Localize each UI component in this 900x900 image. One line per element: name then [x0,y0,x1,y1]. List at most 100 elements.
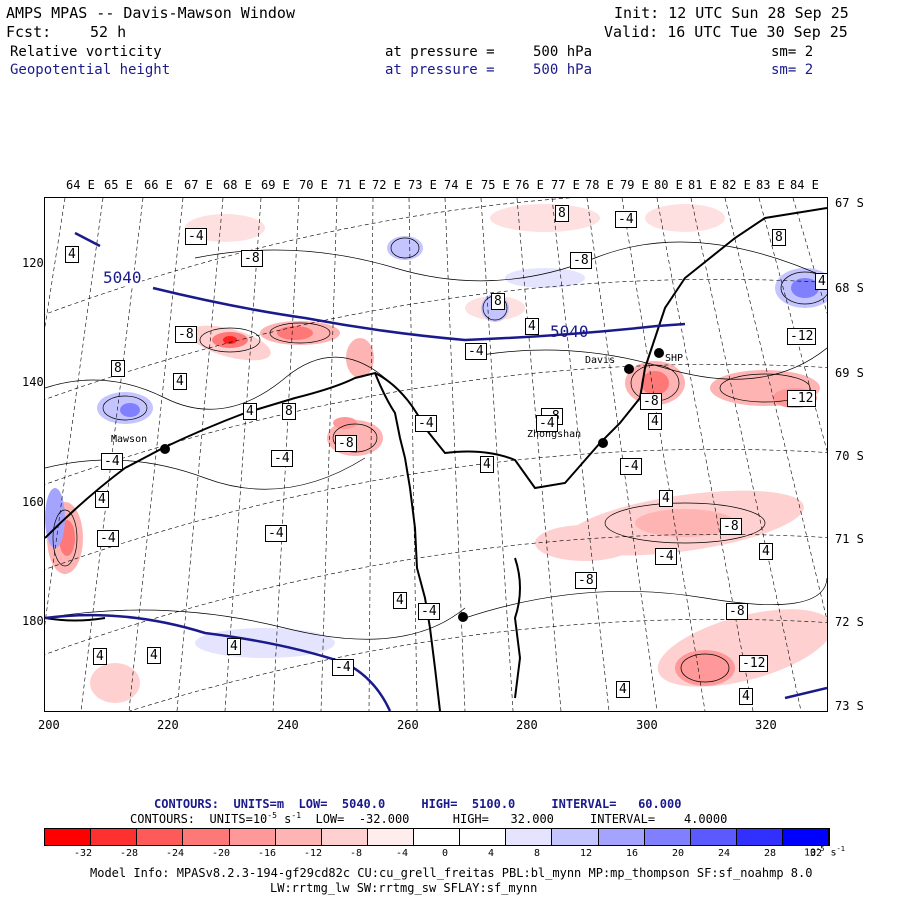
lat-label: 73 S [835,699,864,713]
station-marker-shp [654,348,664,358]
lon-label: 66 E [144,178,173,192]
legend-vort-label: CONTOURS: [130,812,196,826]
forecast-label: Fcst: [6,23,52,41]
lat-label: 68 S [835,281,864,295]
contour-value-label: 4 [648,413,662,430]
contour-value-label: -4 [185,228,207,245]
contour-value-label: -8 [640,393,662,410]
contour-value-label: 4 [815,273,827,290]
contour-value-label: -12 [787,328,817,345]
colorbar-tick-label: 12 [580,848,593,859]
lat-label: 69 S [835,366,864,380]
field-vorticity: Relative vorticity [10,44,162,60]
lon-label: 68 E [223,178,252,192]
lon-label: 67 E [184,178,213,192]
pressure-value-2: 500 hPa [533,62,593,78]
contour-value-label: -4 [418,603,440,620]
contour-value-label: 8 [491,293,505,310]
x-tick-label: 200 [38,718,60,732]
model-info-line1: Model Info: MPASv8.2.3-194-gf29cd82c CU:… [90,866,813,880]
contour-value-label: -8 [726,603,748,620]
x-tick-label: 240 [277,718,299,732]
contour-value-label: 4 [659,490,673,507]
colorbar-tick-label: 32 [810,848,823,859]
contour-value-label: 4 [480,456,494,473]
station-marker-inland [458,612,468,622]
legend-height-line: CONTOURS: UNITS=m LOW= 5040.0 HIGH= 5100… [154,798,681,810]
colorbar-tick-label: 20 [672,848,685,859]
colorbar-swatch [506,829,553,845]
colorbar-tick-label: 0 [442,848,449,859]
contour-value-label: 8 [282,403,296,420]
colorbar-units-tail: s [824,847,837,859]
colorbar-tick-label: -24 [166,848,185,859]
lon-label: 83 E [756,178,785,192]
forecast-value: 52 h [90,23,127,41]
lon-label: 77 E [551,178,580,192]
legend-vort-units-exp: -5 [267,811,277,820]
colorbar-tick-label: 16 [626,848,639,859]
contour-value-label: 8 [555,205,569,222]
legend-vort-units: UNITS=10 [209,812,268,826]
y-tick-label: 180 [22,614,44,628]
colorbar-swatch [367,829,414,845]
colorbar-tick-label: -16 [258,848,277,859]
station-marker-davis [624,364,634,374]
contour-value-label: -8 [570,252,592,269]
lon-label: 76 E [515,178,544,192]
lon-label: 79 E [620,178,649,192]
contour-value-label: -4 [615,211,637,228]
colorbar-tick-label: 24 [718,848,731,859]
legend-vort-units-tail: s [276,812,292,826]
colorbar-swatch [414,829,461,845]
lon-label: 69 E [261,178,290,192]
contour-value-label: -4 [465,343,487,360]
contour-value-label: 4 [93,648,107,665]
lon-label: 78 E [585,178,614,192]
vorticity-shading [45,204,827,703]
contour-value-label: -8 [575,572,597,589]
colorbar-swatch [690,829,737,845]
lon-label: 71 E [337,178,366,192]
lon-label: 65 E [104,178,133,192]
contour-value-label: -4 [415,415,437,432]
colorbar-tick-label: 4 [488,848,495,859]
colorbar-tick-label: -8 [350,848,363,859]
lon-label: 73 E [408,178,437,192]
pressure-label-2: at pressure = [385,62,495,78]
contour-value-label: -8 [241,250,263,267]
y-tick-label: 160 [22,495,44,509]
lon-label: 74 E [444,178,473,192]
contour-value-label: -8 [720,518,742,535]
lon-label: 70 E [299,178,328,192]
colorbar-swatch [460,829,507,845]
legend-height-label: CONTOURS: [154,797,220,811]
x-tick-label: 260 [397,718,419,732]
smoothing-2: sm= 2 [771,62,814,78]
legend-vort-interval: INTERVAL= 4.0000 [590,812,728,826]
contour-label-5040: 5040 [550,322,589,341]
contour-value-label: -4 [97,530,119,547]
map-panel: Mawson Davis Zhongshan SHP 5040 5040 -4 -… [44,197,828,712]
contour-value-label: 4 [95,491,109,508]
colorbar-tick-label: -28 [120,848,139,859]
station-label-davis: Davis [585,355,616,366]
station-marker-mawson [160,444,170,454]
lat-label: 70 S [835,449,864,463]
colorbar-swatch [598,829,645,845]
lat-label: 67 S [835,196,864,210]
lon-label: 84 E [790,178,819,192]
colorbar-swatch [783,829,830,845]
x-tick-label: 280 [516,718,538,732]
x-tick-label: 220 [157,718,179,732]
x-tick-label: 320 [755,718,777,732]
colorbar-units: 10-5 s-1 [804,846,845,858]
lon-label: 64 E [66,178,95,192]
legend-vort-units-tail-exp: -1 [291,811,302,820]
plot-title: AMPS MPAS -- Davis-Mawson Window [6,4,295,22]
legend-height-units: UNITS=m [233,797,285,811]
lon-label: 72 E [372,178,401,192]
contour-value-label: 8 [111,360,125,377]
colorbar-swatch [229,829,276,845]
colorbar-swatch [736,829,783,845]
